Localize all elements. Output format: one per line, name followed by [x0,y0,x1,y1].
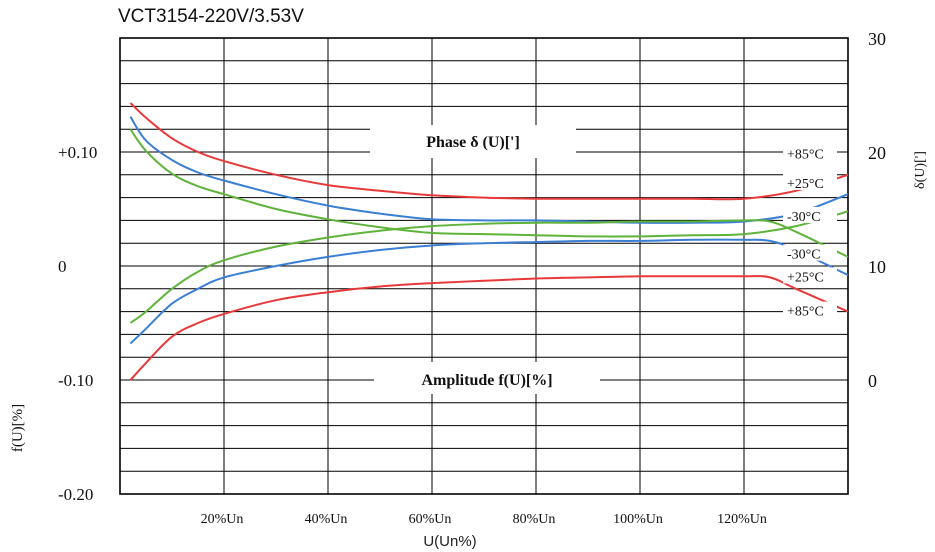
series-label: +25°C [787,270,824,285]
y-right-tick-label: 20 [868,143,886,163]
amplitude-annotation: Amplitude f(U)[%] [421,372,552,389]
series-line-phase-25C [129,116,849,224]
y-left-tick-label: -0.20 [58,485,93,504]
y-left-tick-label: 0 [58,257,67,276]
series-label: -30°C [787,248,821,263]
series-line-phase-30C [129,128,849,238]
series-label: +85°C [787,305,824,320]
x-tick-label: 120%Un [717,512,767,527]
series-line-phase-85C [129,102,849,201]
annotations: Phase δ (U)['] Amplitude f(U)[%] [370,125,600,394]
plot-border [119,37,849,495]
chart-title: VCT3154-220V/3.53V [118,6,304,27]
y-left-tick-label: +0.10 [58,143,97,162]
series-layer [129,102,849,381]
x-tick-label: 80%Un [513,512,556,527]
y-left-tick-label: -0.10 [58,371,93,390]
y-right-tick-label: 30 [868,29,886,49]
amplitude-annotation-box [374,362,600,394]
x-tick-label: 100%Un [613,512,663,527]
x-axis-label: U(Un%) [423,533,476,550]
y-left-axis-label: f(U)[%] [10,404,26,452]
series-label: -30°C [787,210,821,225]
tick-labels: +0.10 0 -0.10 -0.20 30 20 10 0 20%Un 40%Un 60%Un 80… [10,29,928,550]
phase-annotation-box [370,125,576,158]
x-tick-label: 60%Un [409,512,452,527]
plot-frame [119,37,849,495]
y-right-tick-label: 0 [868,371,877,391]
series-line-amplitude-30C [129,219,849,324]
series-line-amplitude-25C [129,238,849,345]
series-label-bg [783,301,837,318]
series-label-bg [783,206,837,223]
grid [120,38,848,494]
series-label-bg [783,267,837,284]
series-label: +25°C [787,177,824,192]
series-label-bg [783,144,837,161]
series-line-amplitude-85C [129,275,849,381]
x-tick-label: 40%Un [305,512,348,527]
series-label: +85°C [787,147,824,162]
series-label-bg [783,244,837,261]
phase-annotation: Phase δ (U)['] [426,134,520,151]
y-right-tick-label: 10 [868,257,886,277]
series-label-bg [783,173,837,190]
series-labels: +85°C +25°C -30°C -30°C +25°C +85°C [783,144,837,320]
x-tick-label: 20%Un [201,512,244,527]
y-right-axis-label: δ(U)['] [913,151,928,189]
